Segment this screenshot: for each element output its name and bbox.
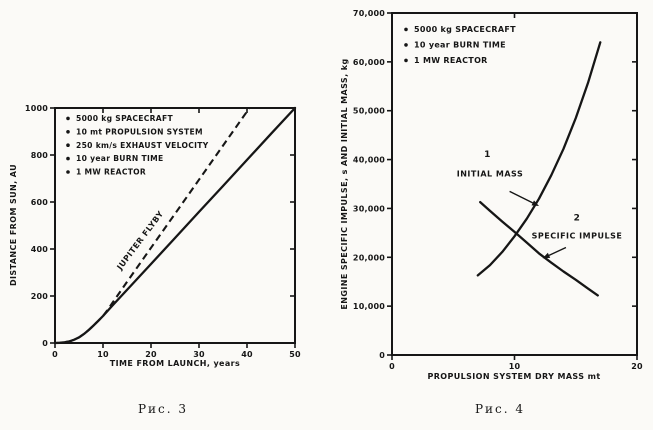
y-tick-label: 60,000 [353, 58, 385, 67]
legend-bullet-icon [404, 43, 408, 47]
x-tick-label: 50 [289, 350, 301, 359]
curve-annotation-label: 2 [574, 214, 581, 224]
x-tick-label: 0 [52, 350, 58, 359]
fig3-series [53, 106, 297, 345]
y-tick-label: 200 [31, 292, 49, 301]
fig4-legend: 5000 kg SPACECRAFT 10 year BURN TIME 1 MW … [404, 25, 516, 65]
curve-annotation-label: INITIAL MASS [457, 170, 523, 179]
x-tick-label: 10 [97, 350, 109, 359]
curve-annotation-label: SPECIFIC IMPULSE [532, 232, 623, 241]
x-tick-label: 20 [631, 362, 643, 371]
fig3-caption: Рис. 3 [138, 402, 188, 416]
legend-bullet-icon [66, 116, 70, 121]
fig4-y-ticks: 0 10,000 20,000 30,000 40,000 50,000 60,000 70,… [353, 9, 637, 360]
fig4-x-ticks: 0 10 20 [389, 13, 643, 371]
y-tick-label: 20,000 [353, 253, 385, 262]
legend-bullet-icon [404, 27, 408, 32]
series-initial-mass-curve [476, 41, 602, 277]
figure-3: 0 10 20 30 40 50 0 200 400 600 800 1000 5000 kg SP… [9, 104, 301, 416]
y-tick-label: 1000 [25, 104, 48, 113]
y-tick-label: 400 [31, 245, 49, 254]
legend-item-label: 250 km/s EXHAUST VELOCITY [76, 141, 209, 150]
fig3-plot-box [54, 107, 296, 344]
fig4-y-axis-title: ENGINE SPECIFIC IMPULSE, s AND INITIAL M… [340, 58, 349, 309]
annotation-arrow-line [548, 246, 567, 256]
fig4-caption: Рис. 4 [475, 402, 525, 416]
fig3-y-ticks: 0 200 400 600 800 1000 [25, 104, 295, 348]
series-direct-trajectory [53, 106, 297, 345]
legend-bullet-icon [404, 58, 408, 63]
x-tick-label: 10 [509, 362, 521, 371]
legend-item-label: 1 MW REACTOR [414, 56, 488, 65]
fig4-x-axis-title: PROPULSION SYSTEM DRY MASS mt [427, 372, 600, 381]
fig4-annotations: 1 INITIAL MASS 2 SPECIFIC IMPULSE [457, 150, 623, 259]
x-tick-label: 30 [193, 350, 205, 359]
y-tick-label: 10,000 [353, 302, 385, 311]
legend-item-label: 1 MW REACTOR [76, 168, 146, 177]
fig3-legend: 5000 kg SPACECRAFT 10 mt PROPULSION SYSTE… [66, 114, 209, 177]
y-tick-label: 600 [31, 198, 49, 207]
x-tick-label: 0 [389, 362, 395, 371]
legend-item-label: 5000 kg SPACECRAFT [414, 25, 516, 34]
y-tick-label: 0 [379, 351, 385, 360]
y-tick-label: 70,000 [353, 9, 385, 18]
fig4-series [476, 41, 602, 297]
fig3-x-ticks: 0 10 20 30 40 50 [52, 108, 301, 359]
legend-item-label: 5000 kg SPACECRAFT [76, 114, 173, 123]
series-specific-impulse-curve [479, 200, 599, 297]
y-tick-label: 50,000 [353, 107, 385, 116]
fig3-x-axis-title: TIME FROM LAUNCH, years [110, 359, 240, 368]
y-tick-label: 0 [42, 339, 48, 348]
annotation-arrow-line [509, 190, 534, 204]
x-tick-label: 20 [145, 350, 157, 359]
x-tick-label: 40 [241, 350, 253, 359]
legend-bullet-icon [66, 130, 70, 134]
y-tick-label: 40,000 [353, 156, 385, 165]
annotation-arrow-head-icon [531, 200, 539, 206]
figure-4: 0 10 20 0 10,000 20,000 30,000 40,000 50,000 60,… [340, 9, 643, 416]
legend-item-label: 10 year BURN TIME [76, 154, 163, 163]
legend-bullet-icon [66, 143, 70, 147]
y-tick-label: 30,000 [353, 204, 385, 213]
y-tick-label: 800 [31, 151, 49, 160]
fig3-y-axis-title: DISTANCE FROM SUN, AU [9, 164, 18, 286]
legend-bullet-icon [66, 170, 70, 174]
legend-item-label: 10 mt PROPULSION SYSTEM [76, 127, 203, 136]
curve-annotation-label: 1 [484, 150, 491, 160]
legend-item-label: 10 year BURN TIME [414, 41, 506, 50]
annotation-arrow-head-icon [542, 252, 551, 259]
legend-bullet-icon [66, 156, 70, 161]
